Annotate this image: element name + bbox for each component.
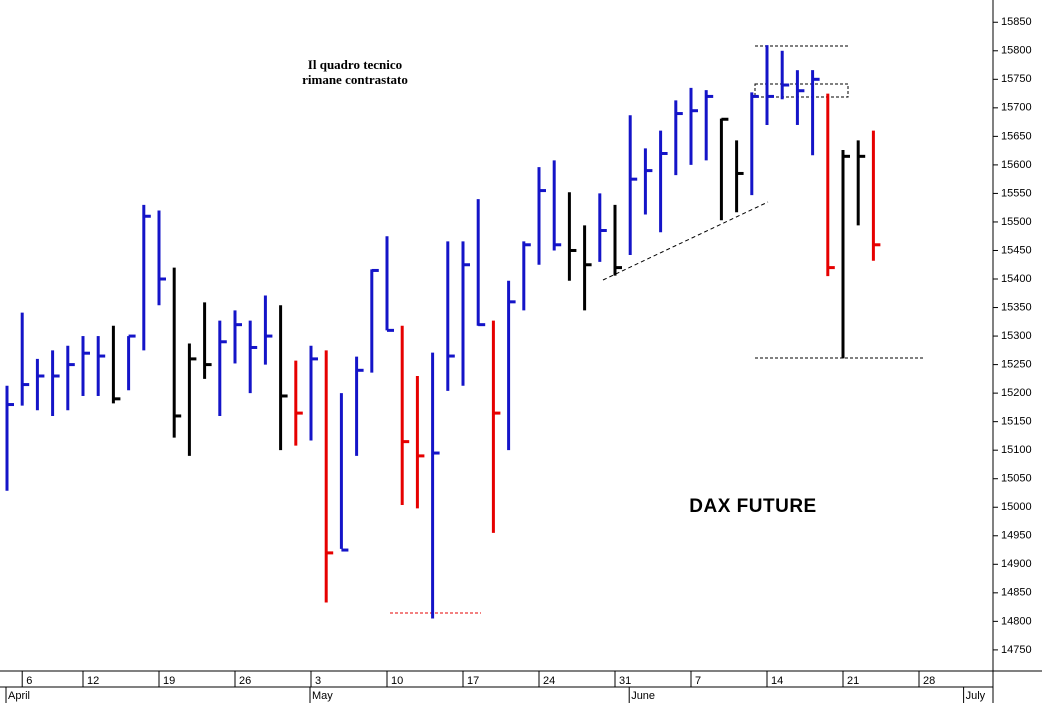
y-tick-label: 15350 (1001, 301, 1032, 313)
y-tick-label: 15200 (1001, 387, 1032, 399)
y-tick-label: 15650 (1001, 130, 1032, 142)
y-tick-label: 15500 (1001, 216, 1032, 228)
x-tick-label: 14 (771, 675, 783, 687)
month-label: May (312, 690, 333, 702)
y-tick-label: 15600 (1001, 159, 1032, 171)
x-tick-label: 7 (695, 675, 701, 687)
month-label: June (631, 690, 655, 702)
y-tick-label: 15750 (1001, 73, 1032, 85)
y-tick-label: 15550 (1001, 187, 1032, 199)
y-tick-label: 15800 (1001, 45, 1032, 57)
x-tick-label: 10 (391, 675, 403, 687)
y-tick-label: 15000 (1001, 501, 1032, 513)
x-tick-label: 31 (619, 675, 631, 687)
chart-title: DAX FUTURE (689, 496, 816, 517)
y-tick-label: 14800 (1001, 615, 1032, 627)
y-tick-label: 15700 (1001, 102, 1032, 114)
y-tick-label: 15400 (1001, 273, 1032, 285)
x-tick-label: 19 (163, 675, 175, 687)
trend-line (602, 201, 769, 281)
y-tick-label: 14900 (1001, 558, 1032, 570)
y-tick-label: 15050 (1001, 473, 1032, 485)
month-label: April (8, 690, 30, 702)
x-tick-label: 28 (923, 675, 935, 687)
range-box (754, 83, 849, 98)
y-tick-label: 14750 (1001, 644, 1032, 656)
x-tick-label: 24 (543, 675, 555, 687)
x-tick-label: 3 (315, 675, 321, 687)
y-tick-label: 14850 (1001, 587, 1032, 599)
y-tick-label: 15100 (1001, 444, 1032, 456)
x-tick-label: 17 (467, 675, 479, 687)
annotation: rimane contrastato (302, 72, 408, 87)
y-tick-label: 15300 (1001, 330, 1032, 342)
month-label: July (966, 690, 986, 702)
x-tick-label: 12 (87, 675, 99, 687)
annotations (390, 45, 924, 614)
y-tick-label: 15150 (1001, 416, 1032, 428)
annotation: Il quadro tecnico (308, 57, 402, 72)
x-tick-label: 21 (847, 675, 859, 687)
x-tick-label: 26 (239, 675, 251, 687)
y-tick-label: 15250 (1001, 359, 1032, 371)
y-tick-label: 15850 (1001, 16, 1032, 28)
y-tick-label: 14950 (1001, 530, 1032, 542)
y-tick-label: 15450 (1001, 244, 1032, 256)
x-tick-label: 6 (26, 675, 32, 687)
